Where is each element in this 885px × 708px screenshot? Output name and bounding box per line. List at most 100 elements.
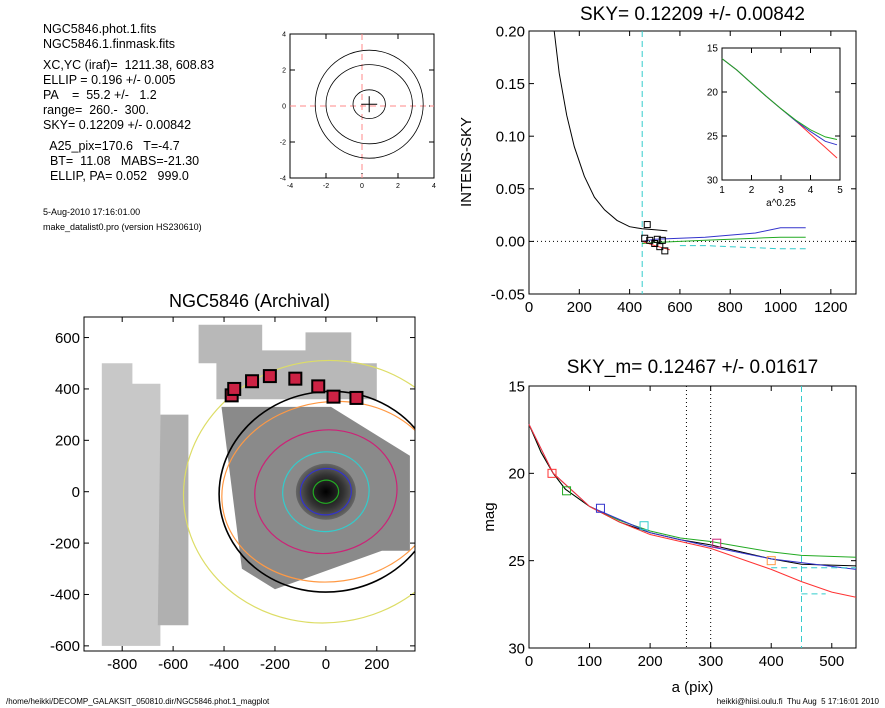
mag-xtick-label: 500 [819,653,844,670]
image-tile [157,414,189,626]
contour-ytick-label: 2 [282,67,286,74]
mag-series-line [528,424,857,598]
sky-xtick-label: 1000 [764,299,797,316]
galaxy-xtick-label: -600 [158,656,188,673]
isophote-ellipse [299,467,352,516]
sky-ytick-label: 0.00 [496,234,525,251]
info-line: SKY= 0.12209 +/- 0.00842 [43,118,192,132]
galaxy-title: NGC5846 (Archival) [169,291,330,311]
galaxy-xtick-label: 200 [364,656,389,673]
contour-xtick-label: 4 [432,183,436,190]
sky-ytick-label: -0.05 [491,286,525,303]
inset-xtick-label: 3 [778,185,784,196]
mag-series-line [528,424,857,558]
info-line: ELLIP, PA= 0.052 999.0 [43,169,189,183]
info-line: XC,YC (iraf)= 1211.38, 608.83 [43,58,215,72]
info-block: NGC5846.phot.1.fits NGC5846.1.finmask.fi… [43,22,214,184]
contour-xtick-label: 2 [396,183,400,190]
galaxy-image [101,324,415,646]
inset-xlabel: a^0.25 [766,198,796,209]
sky-ytick-label: 0.15 [496,76,525,93]
inset-series-line [721,58,838,140]
sky-box [288,371,303,386]
isophote-ellipse [221,400,415,583]
mag-ytick-label: 25 [508,553,525,570]
galaxy-ytick-label: -400 [50,587,80,604]
info-line: A25_pix=170.6 T=-4.7 [43,139,180,153]
info-line: PA = 55.2 +/- 1.2 [43,88,157,102]
galaxy-ytick-label: 200 [55,433,80,450]
mag-ytick-label: 15 [508,378,525,395]
galaxy-ytick-label: 0 [72,484,80,501]
sky-ytick-label: 0.05 [496,181,525,198]
galaxy-core [295,463,356,520]
sky-series-line [642,236,806,244]
info-line: NGC5846.phot.1.fits [43,22,157,36]
sky-marker [661,247,669,255]
mag-marker [639,521,649,531]
mag-marker [595,503,605,513]
sky-plot-frame [528,30,857,295]
isophote-ellipse [254,429,398,555]
sky-ytick-label: 0.20 [496,23,525,40]
mag-plot-frame [528,385,857,649]
inset-frame [721,47,841,181]
mag-series-line [528,424,857,570]
mag-plot-title: SKY_m= 0.12467 +/- 0.01617 [567,357,818,378]
sky-xtick-label: 800 [718,299,743,316]
sky-plot-ylabel: INTENS-SKY [458,117,475,207]
galaxy-xtick-label: -200 [260,656,290,673]
mag-xtick-label: 200 [638,653,663,670]
contour-xtick-label: -2 [323,183,329,190]
mag-xtick-label: 0 [525,653,533,670]
galaxy-ytick-label: 600 [55,330,80,347]
inset-xtick-label: 4 [808,185,814,196]
info-line: ELLIP = 0.196 +/- 0.005 [43,73,176,87]
info-line: BT= 11.08 MABS=-21.30 [43,154,200,168]
footer-user: heikki@hiisi.oulu.fi Thu Aug 5 17:16:01 … [716,697,879,706]
mag-marker [766,556,776,566]
contour-line [325,64,413,145]
mag-marker [547,468,557,478]
mag-plot-xlabel: a (pix) [672,679,714,696]
mag-plot-ylabel: mag [481,502,498,531]
sky-xtick-label: 1200 [814,299,847,316]
sky-series-line [553,30,668,232]
sky-plot-title: SKY= 0.12209 +/- 0.00842 [580,4,805,25]
sky-box [245,374,260,389]
footer-path: /home/heikki/DECOMP_GALAKSIT_050810.dir/… [6,697,270,706]
galaxy-ytick-label: -600 [50,638,80,655]
inset-ytick-label: 15 [707,44,719,55]
inset-xtick-label: 5 [837,185,843,196]
galaxy-ytick-label: -200 [50,535,80,552]
inset-xtick-label: 1 [719,185,725,196]
sky-box [311,379,326,394]
contour-ytick-label: 4 [282,31,286,38]
mag-ytick-label: 20 [508,466,525,483]
sky-marker [641,234,649,242]
galaxy-xtick-label: 0 [322,656,330,673]
info-line: NGC5846.1.finmask.fits [43,37,175,51]
inset-ytick-label: 30 [707,176,719,187]
isophote-ellipse [182,359,415,624]
contour-xtick-label: -4 [287,183,293,190]
contour-ytick-label: -2 [280,139,286,146]
mag-xtick-label: 400 [759,653,784,670]
date-label: 5-Aug-2010 17:16:01.00 [43,207,141,217]
sky-box [262,369,277,384]
mag-ytick-label: 30 [508,640,525,657]
sky-box [349,390,364,405]
inset-xtick-label: 2 [749,185,755,196]
mag-marker [712,538,722,548]
galaxy-xtick-label: -400 [209,656,239,673]
image-tile [198,324,377,400]
galaxy-frame [83,316,416,652]
image-tile [101,363,161,646]
sky-xtick-label: 600 [667,299,692,316]
contour-ytick-label: 0 [282,103,286,110]
sky-ytick-label: 0.10 [496,128,525,145]
contour-line [314,49,424,159]
galaxy-ytick-label: 400 [55,381,80,398]
info-line: range= 260.- 300. [43,103,149,117]
isophote-ellipse [282,451,370,533]
